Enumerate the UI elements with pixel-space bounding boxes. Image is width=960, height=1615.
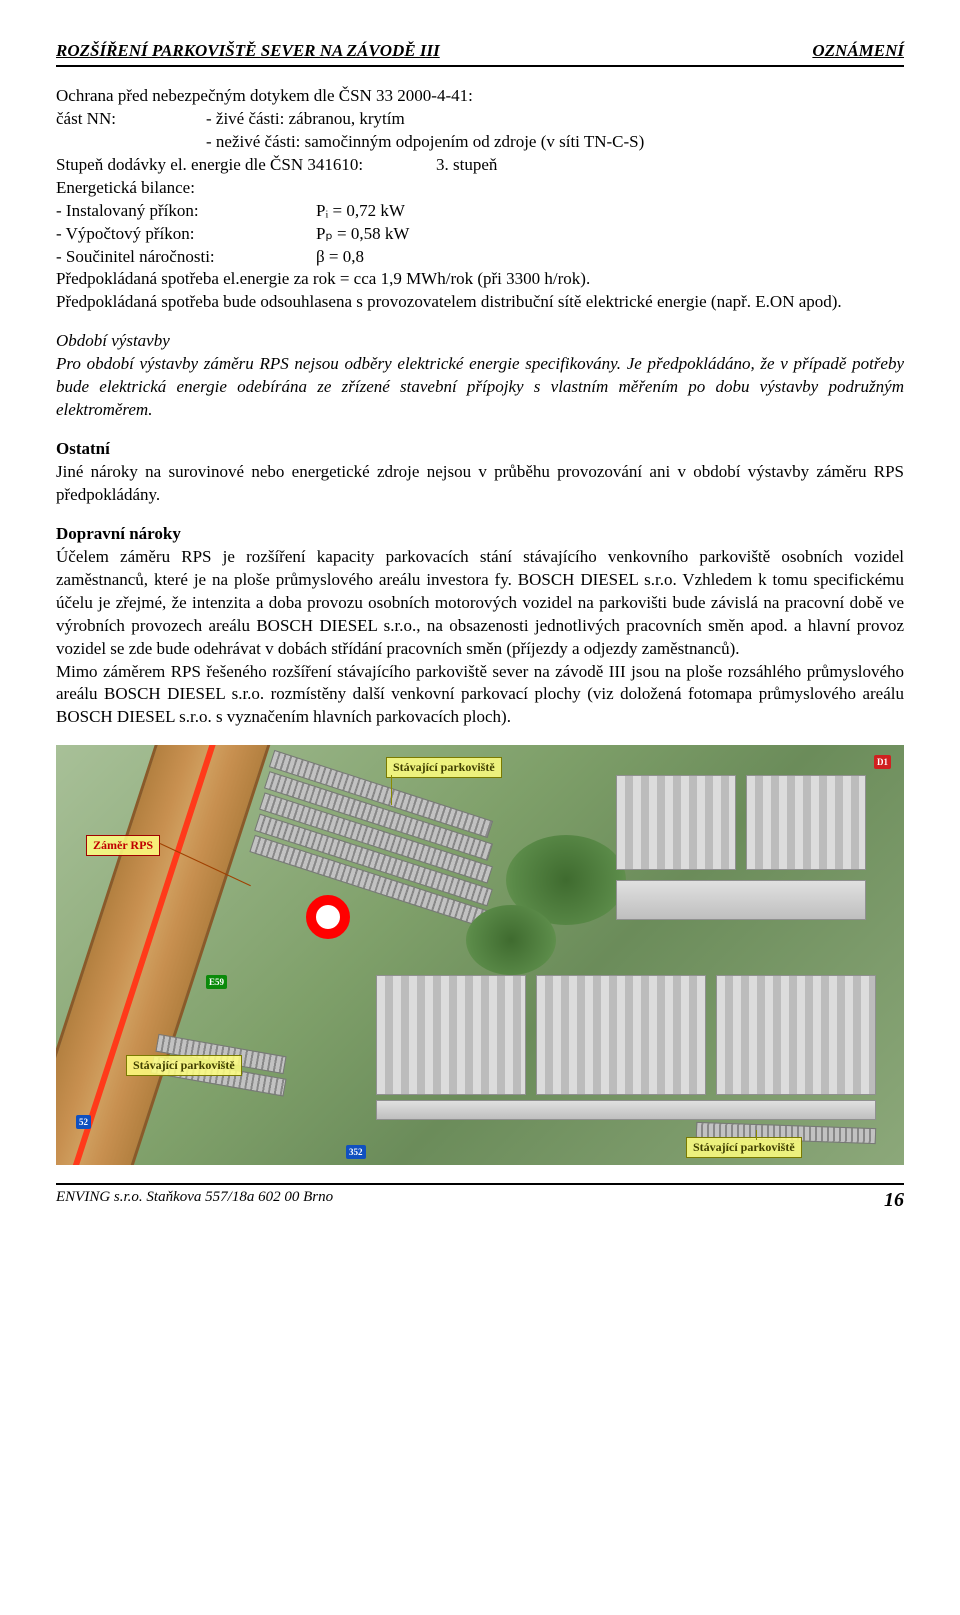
map-label-existing-parking: Stávající parkoviště [386, 757, 502, 777]
spec-label: - Výpočtový příkon: [56, 223, 316, 246]
spec-label: Stupeň dodávky el. energie dle ČSN 34161… [56, 154, 436, 177]
spec-row: - Součinitel náročnosti: β = 0,8 [56, 246, 904, 269]
electrical-spec-block: Ochrana před nebezpečným dotykem dle ČSN… [56, 85, 904, 314]
site-map: Stávající parkoviště Záměr RPS Stávající… [56, 745, 904, 1165]
body-text: Jiné nároky na surovinové nebo energetic… [56, 461, 904, 507]
spec-line: Předpokládaná spotřeba bude odsouhlasena… [56, 291, 904, 314]
spec-value: β = 0,8 [316, 246, 364, 269]
building [536, 975, 706, 1095]
spec-label: - Instalovaný příkon: [56, 200, 316, 223]
spec-line: Stupeň dodávky el. energie dle ČSN 34161… [56, 154, 904, 177]
construction-period-block: Období výstavby Pro období výstavby zámě… [56, 330, 904, 422]
section-title: Dopravní nároky [56, 523, 904, 546]
header-title-left: ROZŠÍŘENÍ PARKOVIŠTĚ SEVER NA ZÁVODĚ III [56, 40, 440, 63]
page-header: ROZŠÍŘENÍ PARKOVIŠTĚ SEVER NA ZÁVODĚ III… [56, 40, 904, 67]
other-block: Ostatní Jiné nároky na surovinové nebo e… [56, 438, 904, 507]
spec-value: Pᵢ = 0,72 kW [316, 200, 405, 223]
map-label-rps: Záměr RPS [86, 835, 160, 855]
road-badge: D1 [874, 755, 891, 769]
footer-company: ENVING s.r.o. Staňkova 557/18a 602 00 Br… [56, 1187, 333, 1214]
marker-ring-icon [306, 895, 350, 939]
spec-row: - Instalovaný příkon: Pᵢ = 0,72 kW [56, 200, 904, 223]
body-text: Mimo záměrem RPS řešeného rozšíření stáv… [56, 661, 904, 730]
building [716, 975, 876, 1095]
building [376, 975, 526, 1095]
spec-line: část NN: - živé části: zábranou, krytím [56, 108, 904, 131]
section-title: Ostatní [56, 438, 904, 461]
map-label-existing-parking: Stávající parkoviště [126, 1055, 242, 1075]
vegetation [466, 905, 556, 975]
header-title-right: OZNÁMENÍ [812, 40, 904, 63]
building [376, 1100, 876, 1120]
spec-value: 3. stupeň [436, 154, 497, 177]
spec-label: část NN: [56, 108, 206, 131]
body-text: Účelem záměru RPS je rozšíření kapacity … [56, 546, 904, 661]
spec-label: - Součinitel náročnosti: [56, 246, 316, 269]
spec-line: Ochrana před nebezpečným dotykem dle ČSN… [56, 85, 904, 108]
spec-line: Energetická bilance: [56, 177, 904, 200]
leader-line [756, 1130, 757, 1140]
page-footer: ENVING s.r.o. Staňkova 557/18a 602 00 Br… [56, 1183, 904, 1214]
spec-row: - Výpočtový příkon: Pₚ = 0,58 kW [56, 223, 904, 246]
building [746, 775, 866, 870]
subsection-title: Období výstavby [56, 330, 904, 353]
map-label-existing-parking: Stávající parkoviště [686, 1137, 802, 1157]
road-badge: 52 [76, 1115, 91, 1129]
road-badge: E59 [206, 975, 227, 989]
traffic-block: Dopravní nároky Účelem záměru RPS je roz… [56, 523, 904, 729]
spec-line: - neživé části: samočinným odpojením od … [56, 131, 904, 154]
body-text: Pro období výstavby záměru RPS nejsou od… [56, 353, 904, 422]
leader-line [391, 775, 392, 805]
spec-line: Předpokládaná spotřeba el.energie za rok… [56, 268, 904, 291]
building [616, 775, 736, 870]
spec-value: - živé části: zábranou, krytím [206, 108, 405, 131]
building [616, 880, 866, 920]
page-number: 16 [884, 1187, 904, 1214]
spec-value: Pₚ = 0,58 kW [316, 223, 409, 246]
road-badge: 352 [346, 1145, 366, 1159]
